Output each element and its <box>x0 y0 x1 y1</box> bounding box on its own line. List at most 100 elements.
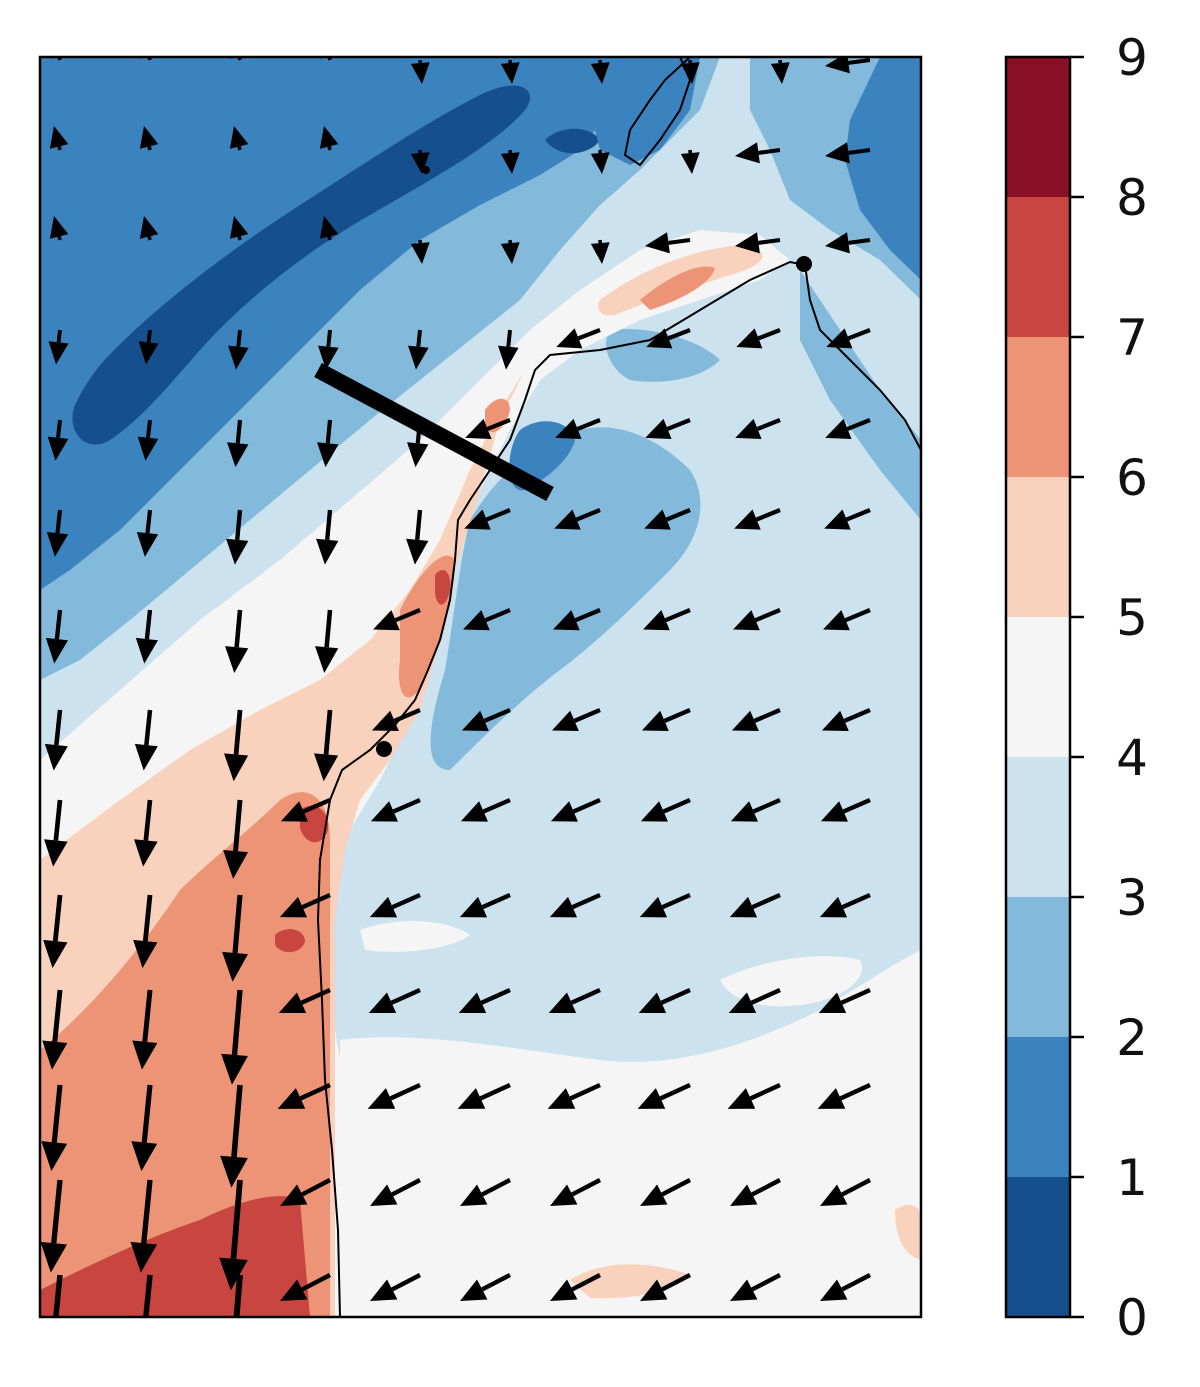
colorbar-level-block <box>1006 897 1070 1037</box>
wind-vector-shaft <box>146 419 152 438</box>
station-marker <box>376 741 392 757</box>
wind-vector-shaft <box>54 709 63 746</box>
wind-vector-head <box>553 610 580 631</box>
wind-vector-shaft <box>668 237 691 245</box>
field-level-7-8-spot-b <box>300 805 329 843</box>
wind-vector-head <box>218 1360 247 1387</box>
wind-vector-head <box>638 992 667 1014</box>
field-level-1-2-upper-right <box>845 57 921 280</box>
wind-vector-head <box>640 801 668 822</box>
colorbar-tick-label: 5 <box>1116 589 1148 647</box>
wind-vector-shaft <box>236 329 242 347</box>
wind-vector-shaft <box>235 419 243 444</box>
wind-vector-shaft <box>481 1273 512 1292</box>
wind-vector-shaft <box>660 987 691 1005</box>
wind-vector-shaft <box>143 799 153 841</box>
wind-vector-head <box>637 1088 666 1109</box>
wind-vector-shaft <box>235 509 243 541</box>
field-level-1-2-top-center <box>590 57 700 165</box>
wind-vector-shaft <box>53 1274 63 1317</box>
wind-vector-head <box>219 1257 248 1291</box>
wind-vector-shaft <box>571 1178 602 1197</box>
wind-vector-shaft <box>758 147 781 155</box>
wind-vector-shaft <box>53 799 63 841</box>
wind-vector-shaft <box>841 893 871 910</box>
wind-vector-shaft <box>233 709 243 755</box>
wind-vector-shaft <box>55 509 63 534</box>
wind-vector-head <box>821 710 849 732</box>
wind-vector-head <box>555 418 582 439</box>
wind-vector-shaft <box>749 1082 781 1101</box>
wind-vector-shaft <box>323 709 333 755</box>
wind-vector-head <box>222 951 248 982</box>
wind-vector-head <box>229 126 249 149</box>
wind-vector-head <box>48 341 69 365</box>
wind-vector-shaft <box>232 894 243 954</box>
wind-vector-head <box>550 1279 578 1301</box>
wind-vector-head <box>40 1241 68 1273</box>
field-level-4-5-patch-b <box>360 920 470 952</box>
wind-vector-shaft <box>486 418 511 431</box>
wind-vector-shaft <box>230 1179 243 1260</box>
wind-vector-shaft <box>659 1082 691 1101</box>
wind-vector-shaft <box>843 708 871 723</box>
wind-vector-head <box>735 232 760 254</box>
field-level-7-8-spot-a <box>275 929 305 953</box>
wind-vector-head <box>826 328 853 349</box>
wind-vector-head <box>460 1279 488 1301</box>
wind-vector-shaft <box>667 328 691 341</box>
wind-vector-shaft <box>841 1178 872 1197</box>
wind-vector-shaft <box>848 57 871 65</box>
wind-vector-shaft <box>326 329 332 347</box>
wind-vector-head <box>820 801 848 822</box>
wind-vector-head <box>823 610 850 631</box>
wind-vector-head <box>548 992 577 1014</box>
wind-vector-head <box>457 1088 486 1109</box>
wind-vector-head <box>500 242 520 264</box>
field-level-7-8 <box>40 1196 310 1317</box>
wind-vector-head <box>278 992 307 1014</box>
wind-vector-head <box>500 62 520 84</box>
colorbar-tick-label: 9 <box>1116 29 1148 87</box>
wind-vector-head <box>645 232 670 254</box>
wind-vector-head <box>40 1342 67 1374</box>
wind-vector-shaft <box>393 708 421 723</box>
wind-vector-shaft <box>392 798 421 814</box>
wind-vector-head <box>590 242 610 264</box>
wind-vector-head <box>464 509 491 530</box>
wind-vector-head <box>731 710 759 732</box>
wind-vector-head <box>132 1040 158 1070</box>
wind-vector-head <box>406 538 429 565</box>
wind-vector-shaft <box>143 1274 153 1317</box>
wind-vector-head <box>135 637 158 664</box>
wind-vector-head <box>43 939 68 969</box>
wind-vector-shaft <box>751 1178 782 1197</box>
wind-vector-head <box>279 896 308 918</box>
wind-vector-head <box>641 710 669 732</box>
wind-vector-shaft <box>506 329 512 347</box>
colorbar-ticks: 0 1 2 3 4 5 6 7 8 9 <box>1070 29 1148 1347</box>
wind-vector-head <box>460 1184 488 1206</box>
wind-vector-head <box>41 1141 68 1172</box>
wind-vector-shaft <box>237 146 242 151</box>
colorbar-level-block <box>1006 57 1070 197</box>
wind-vector-shaft <box>839 1082 871 1101</box>
wind-vector-shaft <box>302 798 331 814</box>
wind-vector-shaft <box>485 508 511 522</box>
wind-vector-head <box>370 801 398 822</box>
wind-vector-shaft <box>754 608 781 623</box>
wind-vector-shaft <box>54 609 63 640</box>
wind-vector-head <box>220 1155 248 1188</box>
wind-vector-head <box>228 345 249 370</box>
wind-vector-head <box>728 992 757 1014</box>
wind-vector-shaft <box>51 1179 63 1244</box>
wind-vector-head <box>138 341 159 365</box>
wind-vector-shaft <box>756 418 781 431</box>
wind-vector-shaft <box>301 1178 332 1197</box>
wind-vector-shaft <box>233 799 243 852</box>
wind-vector-shaft <box>661 1178 692 1197</box>
cross-section-line <box>314 362 554 502</box>
wind-vector-head <box>226 538 249 565</box>
wind-vector-shaft <box>845 508 871 522</box>
field-level-4-5-lower-right <box>340 950 921 1317</box>
